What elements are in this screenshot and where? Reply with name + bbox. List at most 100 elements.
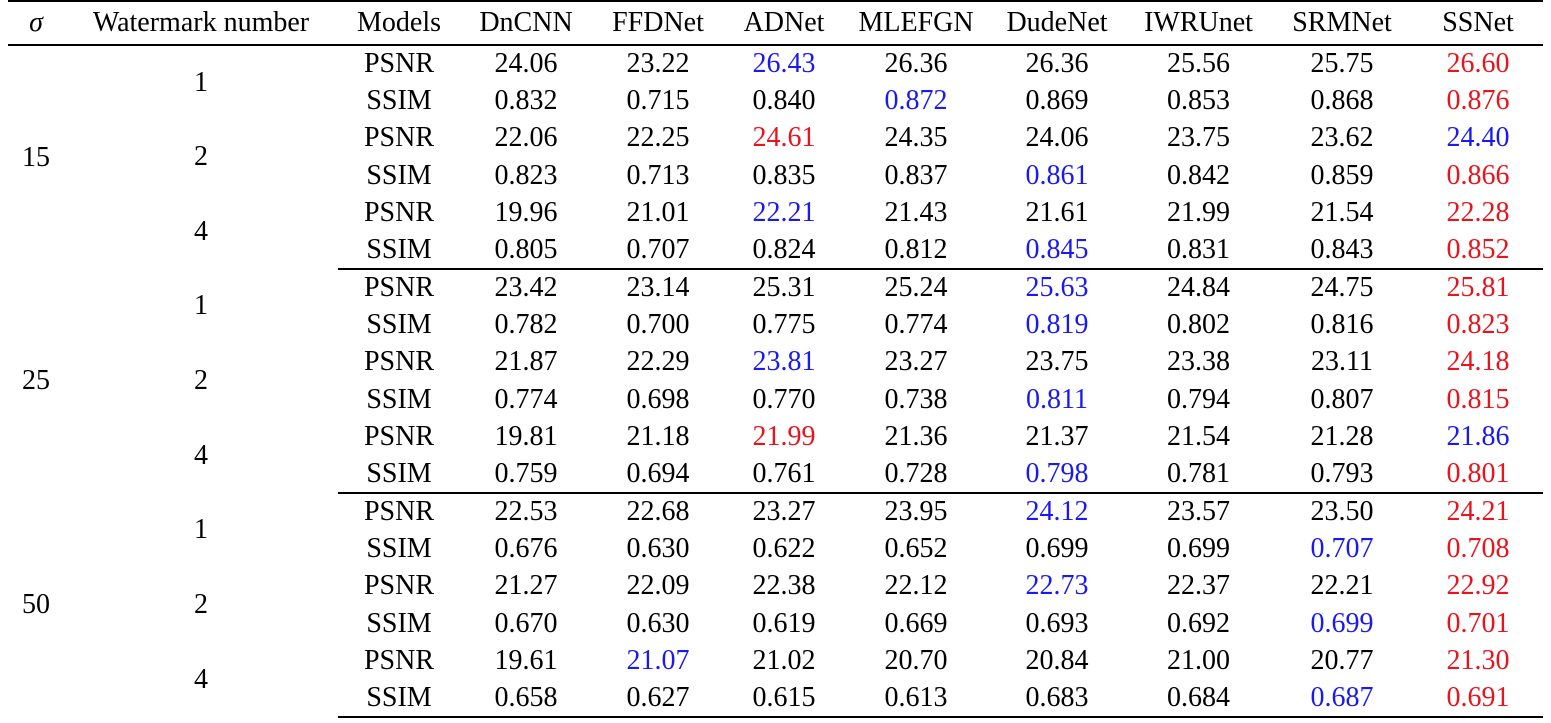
value-cell: 0.842 (1167, 159, 1230, 191)
header-adnet: ADNet (724, 0, 844, 46)
value-cell: 0.627 (592, 679, 724, 719)
value-cell: 0.670 (494, 607, 558, 639)
metric-cell: PSNR (363, 645, 435, 677)
value-cell: 23.75 (1167, 122, 1230, 154)
metric-cell: SSIM (366, 309, 432, 341)
value-cell: 22.21 (1310, 570, 1374, 602)
header-row: σ Watermark number Models DnCNN FFDNet A… (8, 0, 1543, 46)
value-cell: 21.27 (494, 570, 558, 602)
value-cell: 0.630 (626, 533, 690, 565)
watermark-number-cell: 4 (194, 663, 208, 695)
value-cell: 0.613 (844, 679, 988, 719)
value-cell: 24.61 (752, 122, 816, 154)
value-cell: 0.683 (988, 679, 1126, 719)
value-cell: 23.27 (884, 346, 948, 378)
value-cell: 22.73 (1025, 570, 1089, 602)
value-cell: 22.09 (626, 570, 690, 602)
table-row: SSIM 0.782 0.700 0.775 0.774 0.819 0.802 0.816 0… (8, 306, 1543, 343)
value-cell: 0.775 (752, 309, 816, 341)
value-cell: 0.811 (1026, 383, 1088, 415)
value-cell: 0.798 (988, 455, 1126, 495)
value-cell: 0.707 (592, 231, 724, 271)
value-cell: 0.831 (1126, 231, 1271, 271)
value-cell: 23.22 (626, 48, 690, 80)
metric-cell: PSNR (363, 197, 435, 229)
value-cell: 21.99 (752, 421, 816, 453)
value-cell: 0.823 (1446, 309, 1510, 341)
table-row: 2 PSNR 21.27 22.09 22.38 22.12 22.73 22.37 22.21… (8, 568, 1543, 619)
watermark-number-cell: 4 (194, 439, 208, 471)
value-cell: 21.28 (1310, 421, 1374, 453)
header-models: Models (338, 0, 460, 46)
value-cell: 21.86 (1446, 421, 1510, 453)
value-cell: 25.63 (1025, 272, 1089, 304)
value-cell: 0.687 (1271, 679, 1413, 719)
table-body: 15 1 PSNR 24.06 23.22 26.43 26.36 26.36 25.56 25.… (8, 45, 1543, 719)
metric-cell: PSNR (363, 570, 435, 602)
table-row: SSIM 0.670 0.630 0.619 0.669 0.693 0.692 0.699 0… (8, 605, 1543, 642)
value-cell: 0.861 (1025, 159, 1089, 191)
metric-cell: PSNR (363, 122, 435, 154)
value-cell: 0.819 (1025, 309, 1089, 341)
watermark-number-cell: 1 (194, 290, 208, 322)
value-cell: 0.694 (592, 455, 724, 495)
value-cell: 22.53 (494, 496, 558, 528)
value-cell: 0.774 (884, 309, 948, 341)
value-cell: 0.859 (1310, 159, 1374, 191)
value-cell: 0.782 (494, 309, 558, 341)
value-cell: 0.837 (884, 159, 948, 191)
value-cell: 0.801 (1413, 455, 1543, 495)
value-cell: 22.06 (494, 122, 558, 154)
value-cell: 25.75 (1310, 48, 1374, 80)
value-cell: 23.14 (626, 272, 690, 304)
value-cell: 21.01 (626, 197, 690, 229)
value-cell: 0.676 (494, 533, 558, 565)
value-cell: 24.75 (1310, 272, 1374, 304)
value-cell: 21.99 (1167, 197, 1230, 229)
value-cell: 22.68 (626, 496, 690, 528)
watermark-number-cell: 2 (194, 365, 208, 397)
watermark-number-cell: 1 (194, 66, 208, 98)
value-cell: 22.29 (626, 346, 690, 378)
header-dudenet: DudeNet (988, 0, 1126, 46)
value-cell: 20.77 (1310, 645, 1374, 677)
table-row: SSIM 0.832 0.715 0.840 0.872 0.869 0.853 0.868 0… (8, 82, 1543, 119)
value-cell: 0.807 (1310, 383, 1374, 415)
value-cell: 0.812 (844, 231, 988, 271)
header-dncnn: DnCNN (460, 0, 592, 46)
value-cell: 21.43 (884, 197, 948, 229)
value-cell: 20.84 (1025, 645, 1089, 677)
value-cell: 0.805 (460, 231, 592, 271)
value-cell: 0.781 (1126, 455, 1271, 495)
table-header: σ Watermark number Models DnCNN FFDNet A… (8, 0, 1543, 46)
value-cell: 23.38 (1167, 346, 1230, 378)
value-cell: 24.06 (1025, 122, 1089, 154)
value-cell: 0.699 (1167, 533, 1230, 565)
value-cell: 0.693 (1025, 607, 1089, 639)
sigma-cell: 50 (22, 589, 50, 621)
table-row: SSIM 0.805 0.707 0.824 0.812 0.845 0.831 0.843 0… (8, 231, 1543, 271)
value-cell: 19.81 (494, 421, 558, 453)
value-cell: 0.692 (1167, 607, 1230, 639)
value-cell: 0.684 (1126, 679, 1271, 719)
metric-cell: PSNR (363, 48, 435, 80)
header-watermark-number: Watermark number (64, 0, 338, 46)
header-mlefgn: MLEFGN (844, 0, 988, 46)
value-cell: 0.843 (1271, 231, 1413, 271)
value-cell: 0.794 (1167, 383, 1230, 415)
table-row: 15 1 PSNR 24.06 23.22 26.43 26.36 26.36 25.56 25.… (8, 45, 1543, 171)
value-cell: 0.669 (884, 607, 948, 639)
value-cell: 23.42 (494, 272, 558, 304)
value-cell: 0.701 (1446, 607, 1510, 639)
value-cell: 24.84 (1167, 272, 1230, 304)
sigma-cell: 15 (22, 141, 50, 173)
value-cell: 22.38 (752, 570, 816, 602)
metric-cell: SSIM (338, 231, 460, 271)
value-cell: 0.699 (1025, 533, 1089, 565)
value-cell: 25.81 (1446, 272, 1510, 304)
value-cell: 21.02 (752, 645, 816, 677)
value-cell: 0.619 (752, 607, 816, 639)
results-table: σ Watermark number Models DnCNN FFDNet A… (8, 0, 1543, 719)
table-row: SSIM 0.658 0.627 0.615 0.613 0.683 0.684 0.687 0… (8, 679, 1543, 719)
value-cell: 21.18 (626, 421, 690, 453)
